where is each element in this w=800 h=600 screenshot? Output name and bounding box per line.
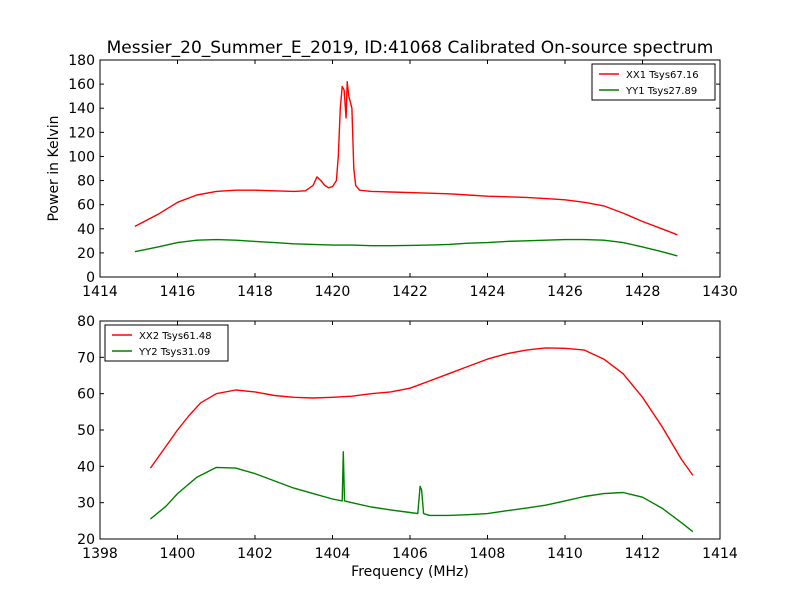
legend: XX2 Tsys61.48 YY2 Tsys31.09 — [104, 324, 229, 362]
y-tick-label: 20 — [77, 246, 95, 262]
x-axis-label: Frequency (MHz) — [351, 564, 469, 580]
y-axis-label: Power in Kelvin — [46, 115, 62, 221]
series-line-2 — [149, 451, 694, 533]
y-tick-label: 80 — [77, 174, 95, 190]
x-tick-label: 1430 — [702, 284, 738, 300]
legend-entry: YY1 Tsys27.89 — [625, 86, 697, 97]
bottom-panel: 1398 1400 1402 1404 1406 1408 1410 1412 1414 20 30… — [77, 314, 738, 580]
legend-entry: YY2 Tsys31.09 — [138, 347, 210, 358]
x-tick-label: 1408 — [470, 546, 506, 562]
y-tick-label: 180 — [68, 53, 95, 69]
x-tick-label: 1418 — [237, 284, 273, 300]
x-tick-label: 1414 — [702, 546, 738, 562]
y-tick-label: 140 — [68, 101, 95, 117]
legend-box — [591, 63, 716, 101]
x-tick-label: 1398 — [82, 546, 118, 562]
x-tick-label: 1422 — [392, 284, 428, 300]
top-panel: 1414 1416 1418 1420 1422 1424 1426 1428 1430 0 20 4… — [46, 53, 738, 300]
series-line-2 — [134, 238, 678, 257]
x-tick-label: 1412 — [625, 546, 661, 562]
y-tick-label: 100 — [68, 149, 95, 165]
legend-entry: XX2 Tsys61.48 — [139, 331, 212, 342]
x-tick-label: 1400 — [160, 546, 196, 562]
x-tick-label: 1404 — [315, 546, 351, 562]
x-tick-label: 1410 — [547, 546, 583, 562]
x-tick-label: 1416 — [160, 284, 196, 300]
x-tick-label: 1414 — [82, 284, 118, 300]
y-tick-label: 20 — [77, 532, 95, 548]
legend-box — [104, 324, 229, 362]
y-tick-label: 60 — [77, 387, 95, 403]
chart-title: Messier_20_Summer_E_2019, ID:41068 Calib… — [107, 38, 714, 58]
y-tick-label: 60 — [77, 198, 95, 214]
y-tick-label: 70 — [77, 350, 95, 366]
x-tick-label: 1420 — [315, 284, 351, 300]
series-line-1 — [134, 80, 678, 236]
y-tick-label: 30 — [77, 496, 95, 512]
y-tick-label: 0 — [86, 270, 95, 286]
x-tick-label: 1428 — [625, 284, 661, 300]
y-tick-label: 40 — [77, 459, 95, 475]
x-tick-label: 1406 — [392, 546, 428, 562]
x-tick-label: 1426 — [547, 284, 583, 300]
y-tick-label: 50 — [77, 423, 95, 439]
x-tick-label: 1424 — [470, 284, 506, 300]
x-tick-label: 1402 — [237, 546, 273, 562]
y-tick-label: 40 — [77, 222, 95, 238]
legend-entry: XX1 Tsys67.16 — [626, 70, 699, 81]
y-tick-label: 160 — [68, 77, 95, 93]
y-tick-label: 80 — [77, 314, 95, 330]
y-tick-label: 120 — [68, 125, 95, 141]
legend: XX1 Tsys67.16 YY1 Tsys27.89 — [591, 63, 716, 101]
series-line-1 — [149, 347, 694, 476]
